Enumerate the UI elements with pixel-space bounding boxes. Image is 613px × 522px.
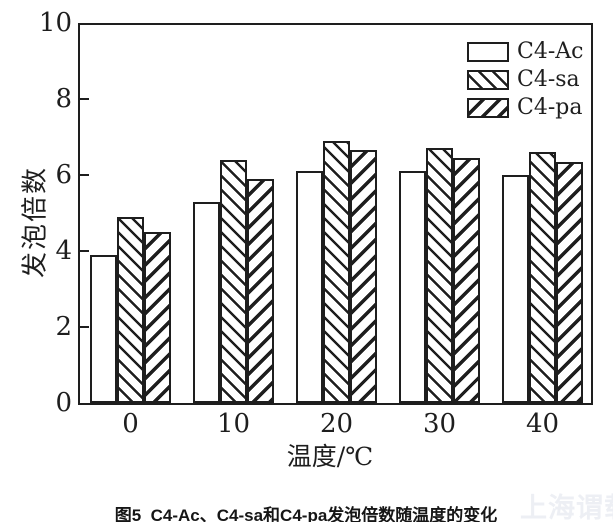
bar-C4-Ac-at-10 [193,202,220,403]
y-tick-mark [80,98,89,100]
y-tick-label: 8 [55,84,72,114]
legend-swatch-none-icon [467,42,509,62]
y-tick-label: 10 [38,8,72,38]
legend-label: C4-pa [517,95,583,120]
legend-item-C4-sa: C4-sa [467,67,583,92]
x-tick-label: 40 [525,409,560,439]
y-tick-label: 0 [55,388,72,418]
x-tick-label: 30 [422,409,457,439]
bar-C4-pa-at-20 [350,150,377,403]
x-tick-label: 20 [319,409,354,439]
bar-C4-sa-at-30 [426,148,453,403]
bar-C4-Ac-at-30 [399,171,426,403]
y-tick-label: 4 [55,236,72,266]
legend-label: C4-Ac [517,39,584,64]
legend-swatch-slash-icon [467,98,509,118]
x-tick-label: 0 [122,409,139,439]
figure-caption: 图5 C4-Ac、C4-sa和C4-pa发泡倍数随温度的变化 [114,506,498,522]
legend-label: C4-sa [517,67,580,92]
watermark: 上海谓载 [520,493,613,522]
y-tick-label: 2 [55,312,72,342]
bar-C4-pa-at-30 [453,158,480,403]
bar-C4-Ac-at-40 [502,175,529,403]
bar-C4-Ac-at-20 [296,171,323,403]
legend-swatch-backslash-icon [467,70,509,90]
bar-C4-Ac-at-0 [90,255,117,403]
bar-C4-pa-at-10 [247,179,274,403]
bar-C4-sa-at-10 [220,160,247,403]
bar-C4-pa-at-0 [144,232,171,403]
y-tick-label: 6 [55,160,72,190]
bar-C4-sa-at-40 [529,152,556,403]
legend: C4-Ac C4-sa C4-pa [467,39,584,126]
legend-item-C4-pa: C4-pa [467,95,583,120]
legend-item-C4-Ac: C4-Ac [467,39,584,64]
bar-C4-sa-at-0 [117,217,144,403]
bar-C4-sa-at-20 [323,141,350,403]
bar-C4-pa-at-40 [556,162,583,403]
x-axis-title: 温度/℃ [286,442,374,471]
y-tick-mark [80,326,89,328]
y-tick-mark [80,174,89,176]
y-tick-mark [80,250,89,252]
y-axis-title: 发泡倍数 [20,165,51,279]
x-tick-label: 10 [216,409,251,439]
